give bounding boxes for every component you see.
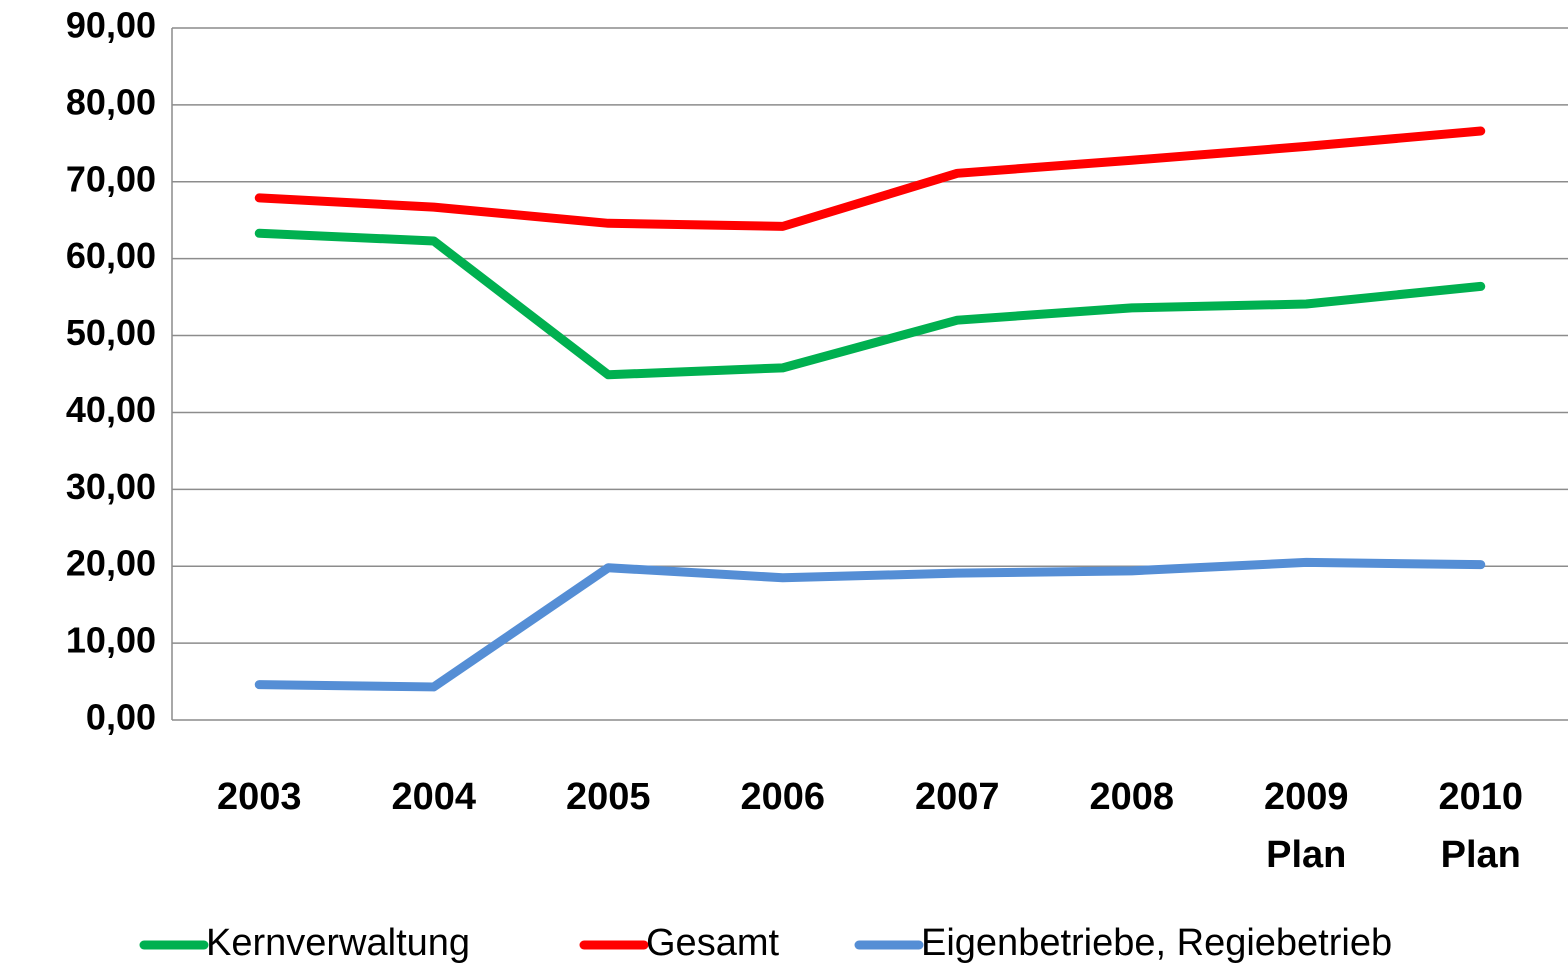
series-line bbox=[254, 228, 1486, 380]
x-tick-label: 2003 bbox=[216, 776, 302, 818]
x-tick-label: 2009 Plan bbox=[1263, 776, 1349, 876]
y-tick-label: 40,00 bbox=[66, 389, 156, 430]
y-tick-label: 0,00 bbox=[86, 697, 156, 738]
legend-label: Kernverwaltung bbox=[206, 922, 470, 964]
series-line bbox=[254, 557, 1486, 692]
x-tick-label: 2010 Plan bbox=[1438, 776, 1524, 876]
x-tick-label: 2008 bbox=[1089, 776, 1175, 818]
y-tick-label: 90,00 bbox=[66, 5, 156, 46]
legend-label: Gesamt bbox=[646, 922, 779, 964]
x-tick-label: 2004 bbox=[391, 776, 477, 818]
y-tick-label: 70,00 bbox=[66, 158, 156, 199]
y-tick-label: 60,00 bbox=[66, 235, 156, 276]
x-tick-label: 2006 bbox=[740, 776, 826, 818]
y-tick-label: 80,00 bbox=[66, 81, 156, 122]
y-tick-label: 30,00 bbox=[66, 466, 156, 507]
y-tick-label: 50,00 bbox=[66, 312, 156, 353]
y-tick-label: 10,00 bbox=[66, 620, 156, 661]
x-tick-label: 2005 bbox=[565, 776, 651, 818]
y-tick-label: 20,00 bbox=[66, 543, 156, 584]
legend-label: Eigenbetriebe, Regiebetrieb bbox=[921, 922, 1392, 964]
series-line bbox=[254, 126, 1486, 231]
x-tick-label: 2007 bbox=[914, 776, 1000, 818]
